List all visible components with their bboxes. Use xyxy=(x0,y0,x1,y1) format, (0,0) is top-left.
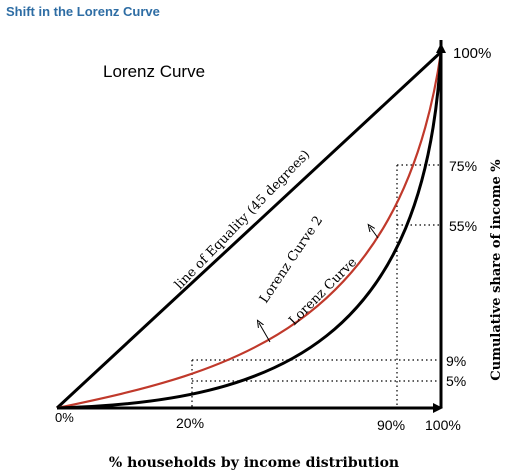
x-axis-label: % households by income distribution xyxy=(109,455,399,471)
y-tick-55: 55% xyxy=(449,218,477,234)
x-tick-20: 20% xyxy=(176,415,204,431)
y-tick-75: 75% xyxy=(449,158,477,174)
lorenz-curve-2 xyxy=(56,51,443,410)
diagram-title: Lorenz Curve xyxy=(103,62,205,81)
equality-line xyxy=(55,50,443,410)
y-tick-9: 9% xyxy=(446,353,466,369)
guide-lines xyxy=(191,164,441,408)
shift-arrow-lower xyxy=(259,323,271,343)
y-tick-100: 100% xyxy=(453,45,491,62)
x-tick-90: 90% xyxy=(377,417,405,433)
y-tick-5: 5% xyxy=(446,373,466,389)
page-heading: Shift in the Lorenz Curve xyxy=(6,4,160,19)
x-tick-100: 100% xyxy=(425,417,461,433)
x-tick-origin: 0% xyxy=(55,410,74,425)
lorenz-curve-1-label: Lorenz Curve xyxy=(286,255,360,329)
lorenz-curve-1 xyxy=(56,51,443,410)
y-axis-label: Cumulative share of income % xyxy=(489,159,504,381)
shift-arrow-upper xyxy=(370,227,379,239)
